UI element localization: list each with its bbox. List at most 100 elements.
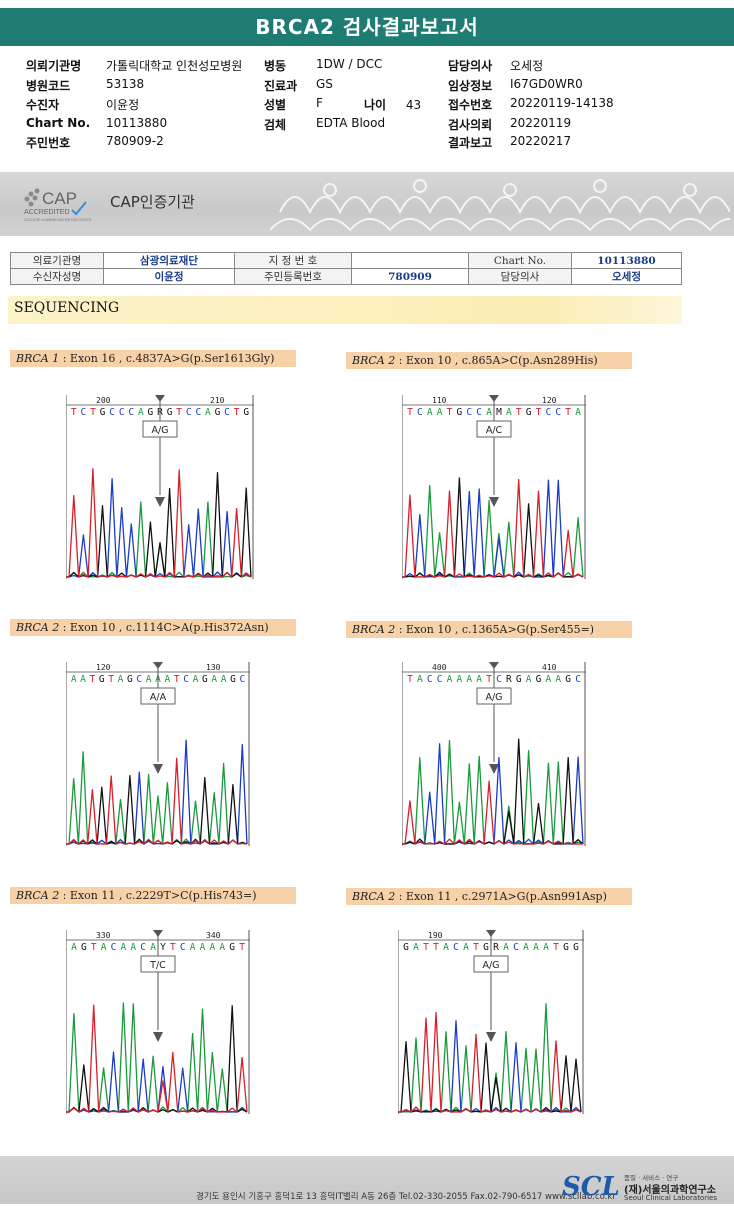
position-label: 400 (432, 663, 447, 672)
trace-g (66, 472, 252, 578)
header-field-value: 20220119-14138 (510, 96, 614, 110)
accreditation-band (0, 172, 734, 236)
variant-gene: BRCA 2 (352, 890, 396, 903)
base-call: T (91, 942, 97, 953)
base-call: Y (160, 942, 166, 953)
base-call: T (423, 942, 429, 953)
base-call: A (466, 674, 472, 685)
base-call: G (127, 674, 133, 685)
base-call: C (140, 942, 146, 953)
base-call: A (506, 407, 512, 418)
base-call: A (193, 674, 199, 685)
base-call: C (555, 407, 561, 418)
base-call: A (71, 942, 77, 953)
variant-description: : Exon 11 , c.2229T>C(p.His743=) (59, 889, 257, 902)
sequencing-chromatogram: 200210TCTGCCCAGRGTCCAGCTGA/G (66, 395, 254, 579)
base-call: G (202, 674, 208, 685)
arrow-icon (153, 1032, 163, 1042)
genotype-call: A/A (150, 692, 167, 703)
base-call: C (466, 407, 472, 418)
base-call: A (443, 942, 449, 953)
base-call: A (210, 942, 216, 953)
base-call: C (546, 407, 552, 418)
base-call: A (523, 942, 529, 953)
variant-gene: BRCA 1 (16, 352, 60, 365)
variant-label: BRCA 2 : Exon 11 , c.2971A>G(p.Asn991Asp… (346, 888, 632, 905)
accreditation-name: CAP인증기관 (110, 193, 195, 211)
header-field-value: 20220119 (510, 116, 572, 130)
genotype-box (140, 955, 176, 973)
base-call: G (230, 674, 236, 685)
base-call: C (195, 407, 201, 418)
variant-description: : Exon 11 , c.2971A>G(p.Asn991Asp) (395, 890, 607, 903)
header-field: 성별 F (264, 96, 323, 113)
header-field-value: EDTA Blood (316, 116, 386, 130)
base-call: A (543, 942, 549, 953)
arrow-icon (489, 395, 499, 402)
variant-description: : Exon 10 , c.1114C>A(p.His372Asn) (59, 621, 269, 634)
base-call: A (533, 942, 539, 953)
header-field-label: 임상정보 (448, 79, 493, 93)
variant-label: BRCA 2 : Exon 10 , c.1114C>A(p.His372Asn… (10, 619, 296, 636)
base-call: A (546, 674, 552, 685)
header-field-label: 검사의뢰 (448, 118, 493, 132)
base-call: A (150, 942, 156, 953)
base-call: A (121, 942, 127, 953)
genotype-call: A/G (482, 960, 499, 971)
header-field-value: 오세정 (510, 59, 544, 73)
base-call: G (229, 942, 235, 953)
base-call: C (417, 407, 423, 418)
base-call: A (80, 674, 86, 685)
base-call: C (186, 407, 192, 418)
variant-description: : Exon 10 , c.865A>C(p.Asn289His) (395, 354, 598, 367)
variant-description: : Exon 16 , c.4837A>G(p.Ser1613Gly) (59, 352, 275, 365)
trace-t (66, 1004, 248, 1113)
base-call: A (463, 942, 469, 953)
position-label: 210 (210, 396, 225, 405)
base-call: G (167, 407, 173, 418)
header-field: 결과보고 20220217 (448, 134, 571, 151)
base-call: T (473, 942, 479, 953)
base-call: C (437, 674, 443, 685)
header-field-label: 병원코드 (26, 79, 71, 93)
header-field-label: 의뢰기관명 (26, 59, 82, 73)
scl-logo: SCL (562, 1172, 620, 1202)
position-label: 130 (206, 663, 221, 672)
info-label: 담당의사 (468, 268, 572, 285)
trace-t (402, 479, 584, 578)
base-call: A (165, 674, 171, 685)
header-field: 의뢰기관명 가톨릭대학교 인천성모병원 (26, 57, 242, 74)
base-call: C (427, 674, 433, 685)
genotype-box (476, 687, 512, 705)
base-call: G (403, 942, 409, 953)
header-field-label: Chart No. (26, 116, 91, 130)
section-title: SEQUENCING (14, 300, 120, 316)
header-field-value: F (316, 96, 323, 110)
header-field: 수진자 이윤정 (26, 96, 139, 113)
base-call: C (453, 942, 459, 953)
base-call: G (99, 674, 105, 685)
genotype-call: A/C (486, 425, 503, 436)
info-label: Chart No. (468, 252, 572, 269)
base-call: T (486, 674, 492, 685)
base-call: A (130, 942, 136, 953)
arrow-icon (489, 764, 499, 774)
arrow-icon (155, 497, 165, 507)
arrow-icon (155, 395, 165, 402)
info-label: 수신자성명 (10, 268, 104, 285)
age-field: 나이 43 (364, 96, 421, 113)
header-field-value: I67GD0WR0 (510, 77, 583, 91)
base-call: T (176, 407, 182, 418)
info-value: 780909 (351, 268, 469, 285)
arrow-icon (153, 662, 163, 669)
genotype-call: A/G (151, 425, 168, 436)
base-call: R (493, 942, 499, 953)
header-field-value: 10113880 (106, 116, 168, 130)
cloud-pattern-decoration (270, 179, 730, 232)
genotype-box (473, 955, 509, 973)
header-field-label: 진료과 (264, 79, 298, 93)
base-call: A (413, 942, 419, 953)
header-field: 접수번호 20220119-14138 (448, 96, 614, 113)
